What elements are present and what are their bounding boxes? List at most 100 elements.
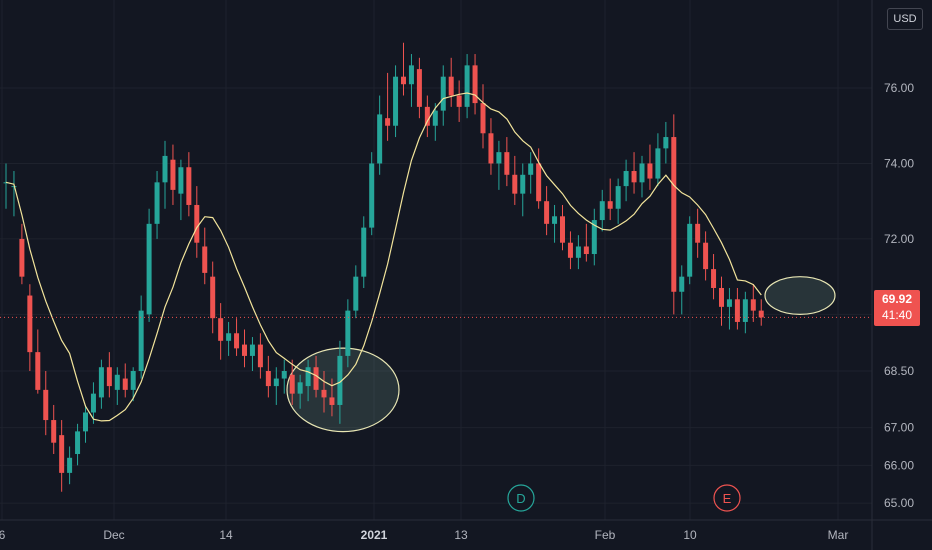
candle-body — [321, 389, 327, 398]
candle-body — [536, 163, 542, 202]
candle-body — [607, 201, 613, 209]
candle-body — [337, 355, 343, 405]
candle-body — [257, 344, 263, 368]
time-tick-label: 6 — [0, 528, 6, 542]
candle-body — [242, 344, 247, 356]
candle-body — [408, 65, 414, 85]
time-tick-label: 10 — [683, 528, 697, 542]
candle-body — [504, 152, 510, 175]
candle-body — [361, 227, 367, 277]
candle-body — [567, 242, 573, 258]
candle-body — [424, 106, 430, 126]
dividend-marker — [507, 484, 535, 512]
candle-body — [575, 246, 581, 258]
candle-body — [631, 171, 637, 183]
candle-body — [249, 344, 255, 356]
candle-body — [742, 299, 748, 322]
candle-body — [480, 103, 486, 134]
price-tick-label: 72.00 — [884, 232, 914, 246]
candle-body — [75, 431, 81, 455]
time-tick-label: Feb — [595, 528, 616, 542]
candle-body — [695, 223, 701, 243]
candle-body — [599, 201, 605, 221]
candle-body — [544, 201, 550, 224]
currency-badge[interactable]: USD — [887, 8, 923, 30]
dividend-marker-letter: D — [516, 491, 525, 506]
candle-body — [146, 223, 152, 315]
candle-body — [130, 371, 136, 390]
candle-body — [202, 246, 208, 273]
time-tick-label: 13 — [454, 528, 468, 542]
price-tick-label: 76.00 — [884, 81, 914, 95]
time-tick-label: 14 — [219, 528, 233, 542]
candle-body — [313, 367, 319, 390]
price-tick-label: 74.00 — [884, 156, 914, 170]
candle-body — [703, 242, 709, 270]
candle-body — [512, 174, 518, 194]
candle-body — [758, 310, 764, 318]
candle-body — [353, 276, 359, 311]
candle-body — [98, 367, 104, 398]
candle-body — [496, 152, 502, 164]
candle-body — [329, 397, 335, 405]
candle-body — [432, 110, 438, 126]
candle-body — [615, 186, 621, 209]
candle-body — [178, 167, 184, 194]
candle-body — [488, 133, 494, 164]
candle-body — [655, 148, 661, 179]
candle-body — [218, 318, 224, 341]
candles-layer — [3, 42, 764, 492]
candle-body — [170, 159, 176, 190]
candle-body — [226, 333, 232, 341]
candle-body — [448, 76, 454, 96]
candle-body — [273, 378, 279, 387]
candle-body — [186, 167, 192, 205]
candle-body — [393, 76, 399, 126]
moving-average-line — [5, 92, 762, 422]
candle-body — [711, 269, 717, 288]
time-tick-label: 2021 — [361, 528, 388, 542]
candle-body — [679, 276, 685, 292]
candle-body — [194, 204, 200, 243]
candle-body — [27, 295, 33, 353]
earnings-marker — [713, 484, 741, 512]
candle-body — [67, 457, 73, 473]
candle-body — [90, 393, 96, 413]
candle-body — [19, 238, 25, 277]
candle-body — [122, 378, 128, 390]
candle-body — [234, 333, 240, 349]
candle-body — [552, 216, 558, 224]
candle-body — [591, 220, 597, 255]
candle-body — [583, 246, 589, 255]
price-tick-label: 68.50 — [884, 364, 914, 378]
time-tick-label: Mar — [828, 528, 849, 542]
candle-body — [297, 382, 303, 394]
candle-body — [734, 299, 740, 322]
candle-body — [671, 137, 677, 292]
candle-body — [440, 76, 446, 111]
candle-body — [750, 299, 756, 311]
time-axis[interactable]: 6 Dec 14 2021 13 Feb 10 Mar — [0, 528, 848, 542]
candle-body — [726, 299, 732, 307]
candle-body — [520, 174, 526, 194]
candle-body — [59, 435, 65, 473]
last-price-value: 69.92 — [881, 292, 913, 306]
candle-body — [162, 155, 168, 183]
candle-body — [345, 310, 351, 356]
candle-body — [154, 182, 160, 224]
candle-body — [377, 114, 383, 164]
candle-body — [106, 367, 112, 387]
currency-label: USD — [893, 13, 917, 25]
candle-body — [528, 163, 534, 175]
highlight-ellipse — [764, 276, 836, 315]
price-tick-label: 67.00 — [884, 421, 914, 435]
candle-body — [369, 163, 375, 228]
candle-body — [647, 163, 653, 179]
candle-body — [687, 223, 693, 277]
candle-body — [560, 216, 565, 243]
